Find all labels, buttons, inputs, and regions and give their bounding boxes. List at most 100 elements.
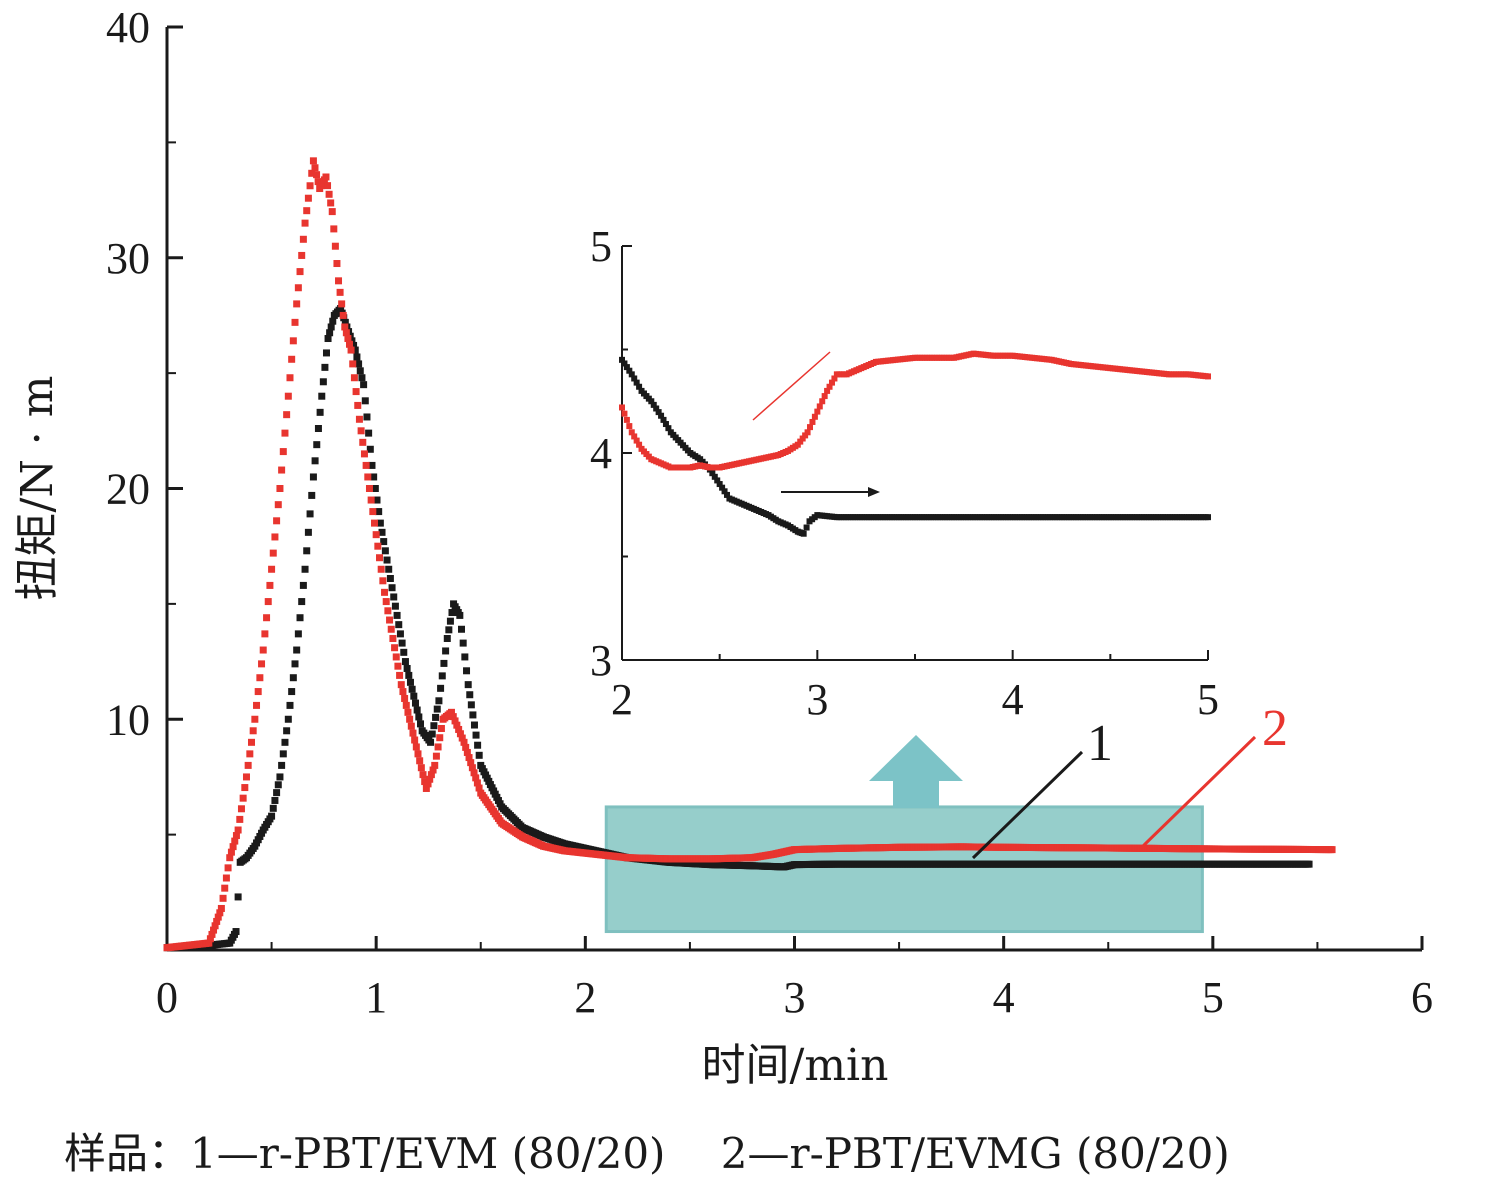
main-point <box>278 761 286 769</box>
main-point <box>350 341 358 349</box>
main-point <box>432 752 440 760</box>
main-point <box>283 727 291 735</box>
main-point <box>455 725 463 733</box>
inset-axes <box>621 245 1209 661</box>
main-series-2 <box>163 157 1336 952</box>
main-point <box>445 626 453 634</box>
main-point <box>464 681 472 689</box>
main-point <box>259 646 267 654</box>
main-point <box>318 392 326 400</box>
main-point <box>271 533 279 541</box>
main-point <box>384 607 392 615</box>
main-point <box>411 736 419 744</box>
main-point <box>429 766 437 774</box>
main-point <box>396 630 404 638</box>
main-point <box>383 556 391 564</box>
main-point <box>470 721 478 729</box>
inset-point <box>807 424 814 431</box>
main-point <box>370 519 378 527</box>
main-x-tick-label: 2 <box>574 973 596 1022</box>
main-point <box>316 408 324 416</box>
main-y-tick-label: 20 <box>106 465 150 514</box>
main-point <box>281 429 289 437</box>
main-point <box>288 688 296 696</box>
inset-point <box>621 360 628 367</box>
main-point <box>232 832 240 840</box>
inset-point <box>804 429 811 436</box>
main-point <box>379 577 387 585</box>
main-point <box>217 904 225 912</box>
main-point <box>416 757 424 765</box>
main-point <box>269 804 277 812</box>
main-point <box>273 517 281 525</box>
inset-point <box>800 530 807 537</box>
series1-label: 1 <box>1087 715 1113 772</box>
main-point <box>361 397 369 405</box>
main-point <box>395 621 403 629</box>
main-point <box>375 508 383 516</box>
main-point <box>276 485 284 492</box>
inset-point <box>628 371 635 378</box>
main-point <box>392 653 400 661</box>
main-point <box>365 429 373 437</box>
main-point <box>389 634 397 642</box>
main-point <box>376 554 384 562</box>
main-point <box>244 761 252 769</box>
inset-point <box>716 481 723 488</box>
main-point <box>390 593 398 601</box>
inset-point <box>799 435 806 442</box>
inset-point <box>653 405 660 412</box>
main-point <box>353 353 361 361</box>
main-point <box>293 646 301 654</box>
main-point <box>296 614 304 622</box>
main-point <box>279 750 287 758</box>
main-point <box>461 653 469 661</box>
main-y-tick-label: 40 <box>106 3 150 52</box>
main-point <box>286 701 294 709</box>
main-point <box>435 697 443 705</box>
inset-point <box>662 421 669 428</box>
main-point <box>417 720 425 728</box>
inset-point <box>709 470 716 477</box>
main-point <box>328 208 336 216</box>
inset-point <box>802 432 809 439</box>
main-point <box>219 894 227 902</box>
main-point <box>268 812 276 820</box>
inset-point <box>636 383 643 390</box>
main-point <box>313 441 321 449</box>
main-point <box>405 671 413 679</box>
inset-point <box>619 356 625 363</box>
main-point <box>427 738 435 746</box>
main-point <box>408 685 416 693</box>
main-point <box>299 235 307 243</box>
inset-point <box>633 437 640 444</box>
main-point <box>415 713 423 721</box>
main-point <box>378 528 386 536</box>
main-point <box>467 759 475 767</box>
main-x-tick-label: 0 <box>156 973 178 1022</box>
main-point <box>322 349 330 357</box>
main-point <box>274 501 282 509</box>
inset-y-tick-label: 4 <box>590 429 612 478</box>
main-point <box>237 805 245 813</box>
main-point <box>308 169 316 177</box>
main-point <box>306 510 314 518</box>
arrowhead-icon <box>868 487 880 497</box>
main-point <box>299 581 307 589</box>
main-point <box>208 930 216 938</box>
main-point <box>284 392 292 400</box>
red-trend-arrow <box>752 351 831 421</box>
main-point <box>291 660 299 668</box>
series1-leader-line <box>971 750 1084 860</box>
main-point <box>360 381 368 389</box>
inset-point <box>626 423 633 430</box>
main-point <box>458 734 466 742</box>
main-point <box>304 194 312 202</box>
main-point <box>472 774 480 782</box>
main-point <box>251 715 259 723</box>
main-point <box>411 699 419 707</box>
main-point <box>1305 860 1313 868</box>
inset-point <box>803 524 810 531</box>
main-point <box>281 738 289 746</box>
